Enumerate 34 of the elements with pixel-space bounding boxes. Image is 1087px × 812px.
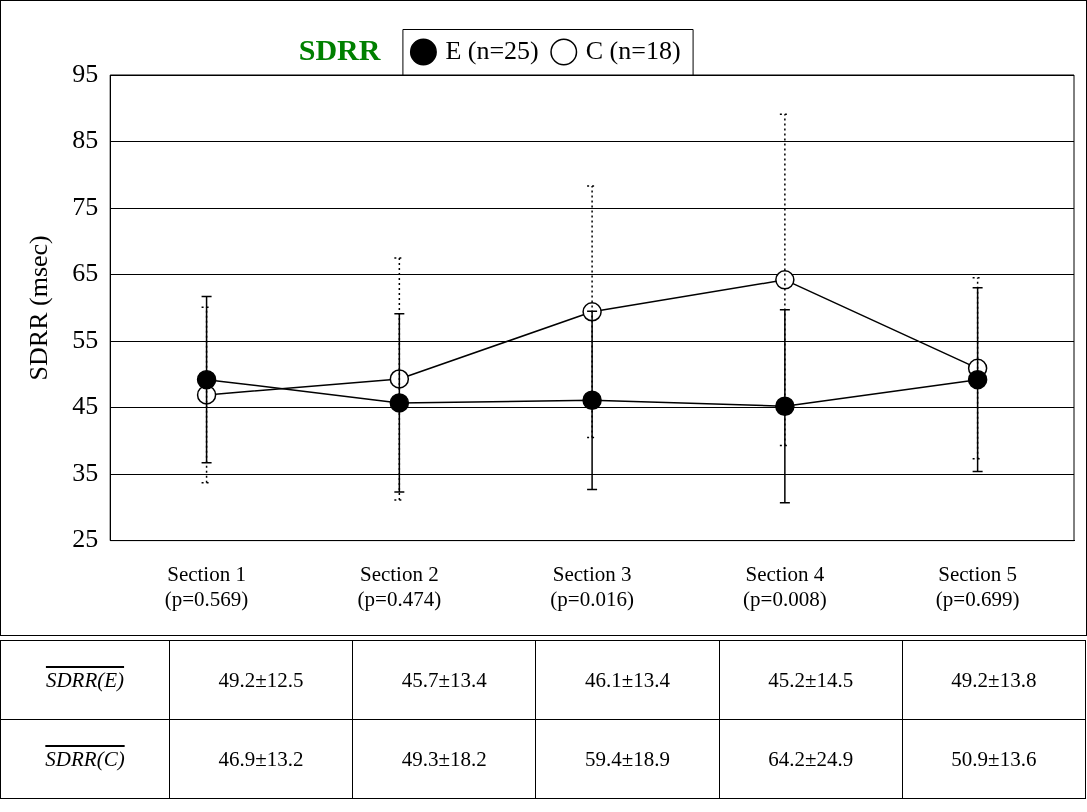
point [389,369,410,389]
x-tick-label: Section 2 (p=0.474) [357,561,442,611]
point [967,369,988,390]
data-label: 46.1±13.4 [535,640,720,720]
point [775,270,795,290]
y-tick-label: 35 [72,457,99,487]
data-label: 45.7±13.4 [352,640,536,720]
x-tick-label: Section 4 (p=0.008) [743,561,827,611]
data-label: 50.9±13.6 [902,719,1086,799]
data-label: 59.4±18.9 [535,719,720,799]
legend-label: C (n=18) [585,35,681,65]
text: SDRR(E) [45,667,125,692]
text: SDRR(C) [45,746,125,771]
y-tick-label: 45 [72,391,99,421]
point [389,393,410,413]
data-label: 49.3±18.2 [352,719,536,799]
point [196,369,217,390]
y-tick-label: 25 [72,524,99,554]
y-tick-label: 75 [72,191,99,221]
y-tick-label: 95 [72,58,99,88]
data-label: 45.2±14.5 [719,640,903,720]
chart-title: SDRR [298,32,381,66]
x-tick-label: Section 1 (p=0.569) [164,561,249,611]
data-label: 64.2±24.9 [719,719,903,799]
x-tick-label: Section 5 (p=0.699) [935,561,1020,611]
x-tick-label: Section 3 (p=0.016) [550,561,634,611]
y-tick-label: 85 [72,125,99,155]
data-label: 49.2±12.5 [169,640,353,720]
y-axis-title: SDRR (msec) [24,235,54,381]
data-label: 49.2±13.8 [902,640,1086,720]
legend-label: E (n=25) [445,35,539,65]
y-tick-label: 65 [72,258,99,288]
y-tick-label: 55 [72,324,99,354]
data-label: 46.9±13.2 [169,719,353,799]
